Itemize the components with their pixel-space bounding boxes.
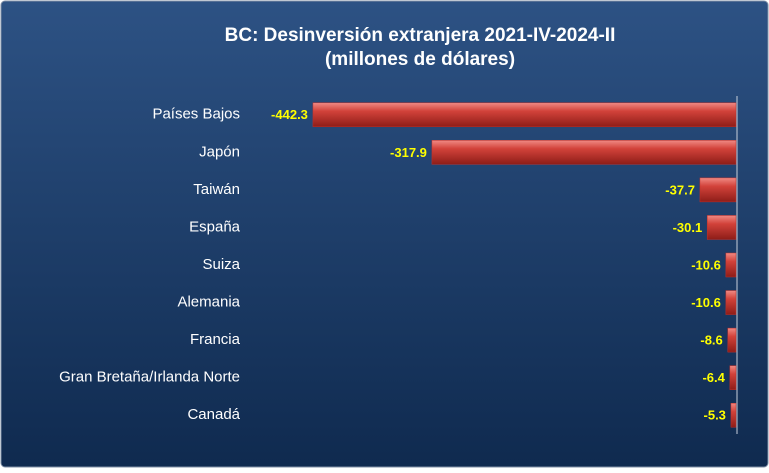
bar [727,327,737,353]
bar [431,140,737,165]
value-label: -8.6 [700,333,722,348]
y-tick-label: Canadá [187,406,240,423]
chart-title: BC: Desinversión extranjera 2021-IV-2024… [225,25,616,46]
value-label: -317.9 [390,145,427,160]
value-label: -6.4 [702,370,725,385]
value-label: -442.3 [271,107,308,122]
bar [699,177,737,203]
y-tick-label: Suiza [202,256,240,273]
bar [725,252,737,278]
bar [729,365,737,390]
y-tick-label: Gran Bretaña/Irlanda Norte [59,369,240,386]
value-label: -10.6 [691,257,721,272]
value-label: -30.1 [673,220,703,235]
bar [312,102,737,128]
value-label: -10.6 [691,295,721,310]
y-tick-label: Japón [199,143,240,160]
y-tick-label: Países Bajos [152,106,240,123]
value-label: -5.3 [704,408,726,423]
y-tick-label: España [189,218,241,235]
bar [725,290,737,315]
y-tick-label: Francia [190,331,241,348]
chart-subtitle: (millones de dólares) [325,49,515,70]
y-tick-label: Alemania [177,294,240,311]
y-tick-label: Taiwán [193,181,240,198]
bar [730,402,737,428]
bar [706,215,737,240]
value-label: -37.7 [665,182,695,197]
